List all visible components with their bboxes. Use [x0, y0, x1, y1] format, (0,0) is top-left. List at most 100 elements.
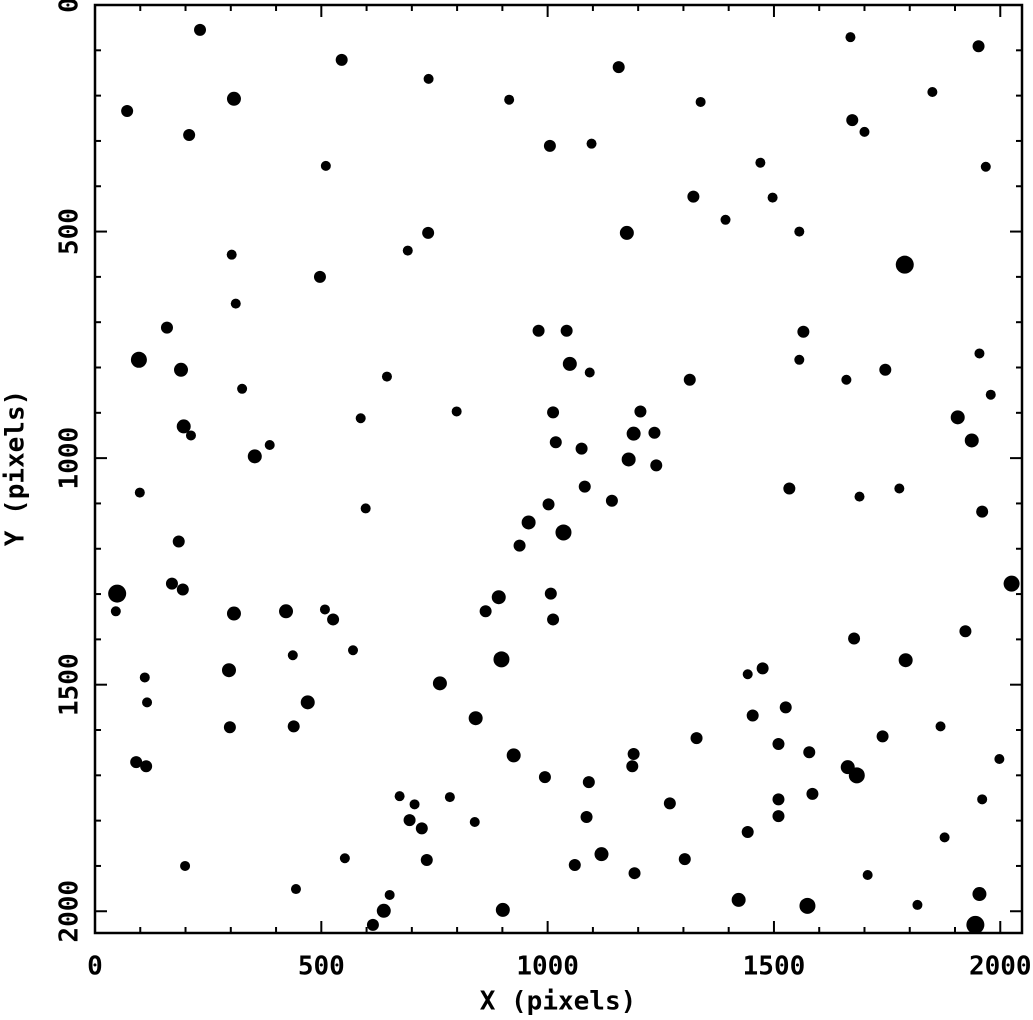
- star: [543, 139, 556, 152]
- star: [767, 192, 778, 203]
- star: [423, 73, 434, 84]
- x-tick-label: 2000: [969, 952, 1032, 982]
- star: [799, 897, 816, 914]
- star: [376, 903, 391, 918]
- star: [160, 321, 173, 334]
- star: [859, 126, 870, 137]
- star: [290, 884, 301, 895]
- star: [327, 613, 340, 626]
- star: [226, 606, 241, 621]
- star: [420, 854, 433, 867]
- star: [495, 902, 510, 917]
- star: [479, 605, 492, 618]
- star: [194, 23, 207, 36]
- star: [927, 87, 938, 97]
- y-tick-label: 0: [55, 0, 85, 13]
- star: [542, 498, 555, 511]
- star: [506, 748, 521, 763]
- star: [491, 590, 506, 605]
- star: [422, 226, 435, 239]
- star: [876, 730, 889, 743]
- star: [797, 325, 810, 338]
- star: [544, 587, 557, 600]
- star: [879, 363, 892, 376]
- star: [279, 604, 294, 619]
- star: [794, 226, 805, 237]
- star: [130, 756, 143, 769]
- x-tick-label: 1000: [516, 952, 579, 982]
- star: [935, 721, 946, 732]
- star: [898, 653, 913, 668]
- x-tick-label: 500: [298, 952, 345, 982]
- star: [648, 426, 661, 439]
- star: [803, 746, 816, 759]
- star: [237, 383, 248, 394]
- star: [521, 515, 536, 530]
- star: [772, 793, 785, 806]
- star: [594, 847, 609, 862]
- star: [678, 853, 691, 866]
- star: [468, 711, 483, 726]
- star: [627, 748, 640, 761]
- star: [720, 214, 731, 225]
- star: [142, 697, 153, 708]
- star: [432, 676, 447, 691]
- y-tick-label: 1500: [55, 653, 85, 716]
- star: [409, 799, 420, 810]
- star: [731, 892, 746, 907]
- star: [555, 524, 572, 541]
- star: [959, 625, 972, 638]
- star: [976, 505, 989, 518]
- star: [230, 298, 241, 309]
- star: [348, 645, 359, 656]
- star: [226, 249, 237, 260]
- star: [381, 371, 392, 382]
- star: [451, 406, 462, 417]
- x-tick-label: 1500: [743, 952, 806, 982]
- star: [313, 270, 326, 283]
- star: [972, 887, 987, 902]
- star: [848, 632, 861, 645]
- star: [384, 889, 395, 900]
- star: [226, 91, 241, 106]
- star: [176, 583, 189, 596]
- star: [174, 362, 189, 377]
- star: [549, 436, 562, 449]
- star: [650, 459, 663, 472]
- star: [562, 356, 577, 371]
- star: [264, 439, 275, 450]
- star: [560, 324, 573, 337]
- star: [578, 480, 591, 493]
- star: [840, 760, 855, 775]
- star: [994, 754, 1005, 764]
- star: [108, 584, 127, 603]
- star: [695, 96, 706, 107]
- x-axis-label: X (pixels): [480, 987, 637, 1017]
- star: [912, 899, 923, 910]
- star: [862, 870, 873, 880]
- star: [580, 811, 593, 823]
- star: [360, 503, 371, 514]
- star: [538, 771, 551, 784]
- x-tick-label: 0: [87, 952, 103, 982]
- star: [339, 853, 350, 864]
- star: [300, 695, 315, 710]
- star: [806, 787, 819, 800]
- star: [110, 606, 121, 617]
- star: [626, 426, 641, 441]
- star: [1003, 575, 1020, 592]
- star: [619, 225, 634, 240]
- star: [966, 915, 985, 934]
- star: [444, 792, 455, 803]
- star: [783, 482, 796, 495]
- star: [394, 791, 405, 802]
- star: [634, 405, 647, 418]
- star: [972, 40, 985, 53]
- star: [586, 138, 597, 149]
- y-tick-label: 2000: [55, 880, 85, 943]
- star: [504, 94, 515, 105]
- star: [185, 430, 196, 441]
- star: [575, 442, 588, 455]
- star: [621, 452, 636, 467]
